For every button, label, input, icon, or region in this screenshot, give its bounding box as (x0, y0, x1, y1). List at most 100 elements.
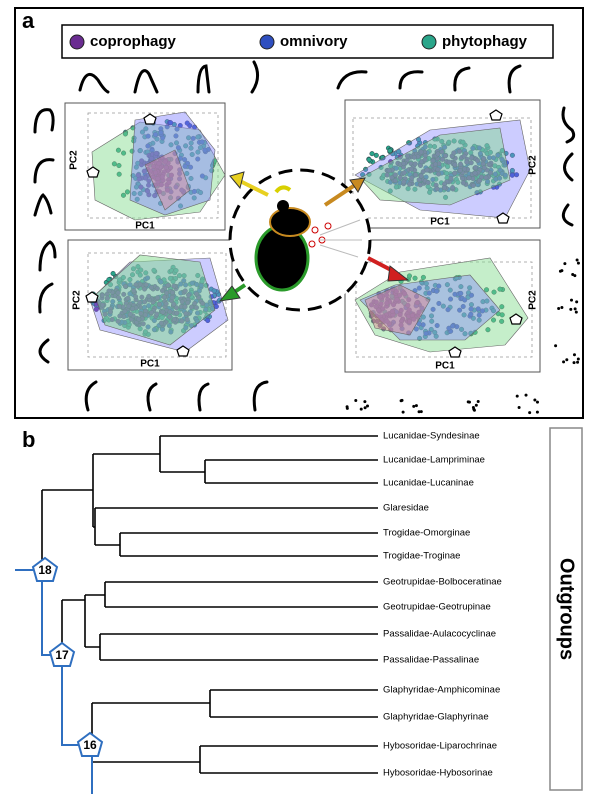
point (401, 161, 407, 167)
landmark-dot (363, 406, 367, 410)
point (499, 312, 505, 318)
landmark-dot (535, 410, 539, 414)
outgroup-box (549, 427, 583, 791)
point (491, 308, 497, 314)
point (133, 164, 139, 170)
point (442, 144, 448, 150)
beetle-icon (254, 185, 362, 292)
landmark-dot (573, 274, 577, 278)
taxon-label: Geotrupidae-Bolboceratinae (383, 577, 502, 588)
landmark-dot (359, 407, 363, 411)
point (168, 172, 174, 178)
point (452, 170, 458, 176)
point (177, 167, 183, 173)
point (443, 194, 449, 200)
point (386, 168, 392, 174)
point (452, 162, 458, 168)
point (189, 151, 195, 157)
point (183, 143, 189, 149)
taxon-label: Lucanidae-Lucaninae (383, 478, 474, 489)
landmark-dots (345, 258, 580, 415)
point (158, 182, 164, 188)
point (486, 162, 492, 168)
point (436, 283, 442, 289)
point (475, 306, 481, 312)
point (479, 308, 485, 314)
point (477, 178, 483, 184)
point (448, 296, 454, 302)
pentagons (85, 109, 523, 358)
point (434, 186, 440, 192)
landmark-dot (419, 410, 423, 414)
point (191, 188, 197, 194)
point (497, 286, 503, 292)
point (366, 157, 372, 163)
landmark-dot (517, 406, 521, 410)
point (476, 145, 482, 151)
point (155, 176, 161, 182)
point (468, 306, 474, 312)
point (121, 150, 127, 156)
point (177, 176, 183, 182)
point (397, 312, 403, 318)
point (137, 147, 143, 153)
point (407, 319, 413, 325)
point (384, 318, 390, 324)
taxon-label: Glaphyridae-Amphicominae (383, 685, 500, 696)
point (481, 156, 487, 162)
x-axis-label: PC1 (140, 359, 160, 370)
taxon-label: Hybosoridae-Liparochrinae (383, 741, 497, 752)
point (459, 326, 465, 332)
landmark-dot (524, 393, 528, 397)
point (432, 329, 438, 335)
point (439, 138, 445, 144)
landmark-dot (554, 344, 558, 348)
point (443, 153, 449, 159)
point (368, 302, 374, 308)
point (447, 287, 453, 293)
landmark-dot (563, 262, 567, 266)
landmark-dot (576, 261, 580, 265)
point (139, 129, 145, 135)
taxon-label: Glaphyridae-Glaphyrinae (383, 712, 489, 723)
point (420, 314, 426, 320)
landmark-dot (569, 307, 573, 311)
point (499, 318, 505, 324)
point (153, 150, 159, 156)
point (466, 175, 472, 181)
landmark-dot (569, 298, 573, 302)
point (425, 180, 431, 186)
point (484, 143, 490, 149)
landmark-dot (576, 360, 580, 364)
taxon-label: Passalidae-Aulacocyclinae (383, 629, 496, 640)
point (446, 139, 452, 145)
point (407, 181, 413, 187)
y-axis-label: PC2 (528, 290, 539, 310)
point (499, 304, 505, 310)
point (467, 285, 473, 291)
point (412, 275, 418, 281)
landmark-dot (560, 305, 564, 309)
point (429, 318, 435, 324)
point (198, 190, 204, 196)
tree-nodes: 18 17 16 (31, 556, 104, 757)
point (199, 139, 205, 145)
landmark-dot (471, 405, 475, 409)
hulls (89, 111, 531, 353)
point (430, 177, 436, 183)
point (499, 156, 505, 162)
landmark-dot (414, 404, 418, 408)
point (188, 140, 194, 146)
point (384, 300, 390, 306)
landmark-dot (515, 394, 519, 398)
point (464, 159, 470, 165)
node-marker (48, 641, 76, 667)
point (509, 152, 515, 158)
landmark-dot (476, 399, 480, 403)
point (495, 152, 501, 158)
point (461, 153, 467, 159)
point (389, 175, 395, 181)
panel-label: b (22, 427, 35, 452)
point (188, 175, 194, 181)
point (418, 149, 424, 155)
